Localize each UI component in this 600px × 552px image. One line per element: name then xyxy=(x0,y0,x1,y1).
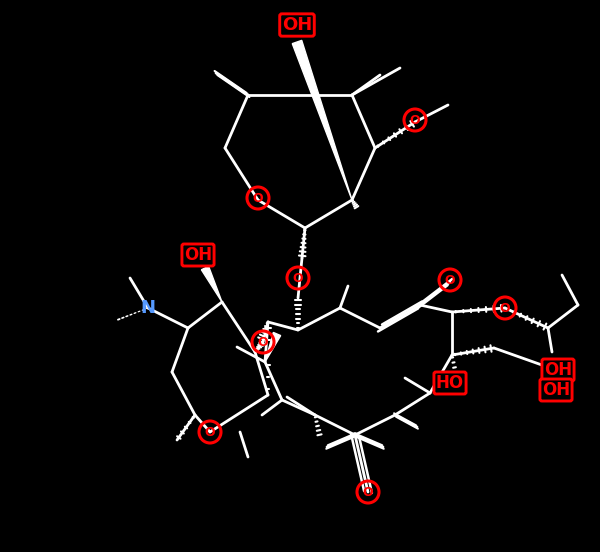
Text: O: O xyxy=(410,114,421,126)
Text: O: O xyxy=(293,272,304,284)
Polygon shape xyxy=(265,332,281,362)
Text: O: O xyxy=(205,426,215,438)
Text: O: O xyxy=(445,273,455,286)
Text: OH: OH xyxy=(184,246,212,264)
Polygon shape xyxy=(292,40,352,200)
Text: O: O xyxy=(253,192,263,204)
Text: OH: OH xyxy=(542,381,570,399)
Polygon shape xyxy=(202,266,222,302)
Text: O: O xyxy=(500,301,511,315)
Text: O: O xyxy=(257,336,268,348)
Text: OH: OH xyxy=(282,16,312,34)
Text: N: N xyxy=(140,299,155,317)
Text: O: O xyxy=(362,486,373,498)
Text: HO: HO xyxy=(436,374,464,392)
Text: OH: OH xyxy=(544,361,572,379)
